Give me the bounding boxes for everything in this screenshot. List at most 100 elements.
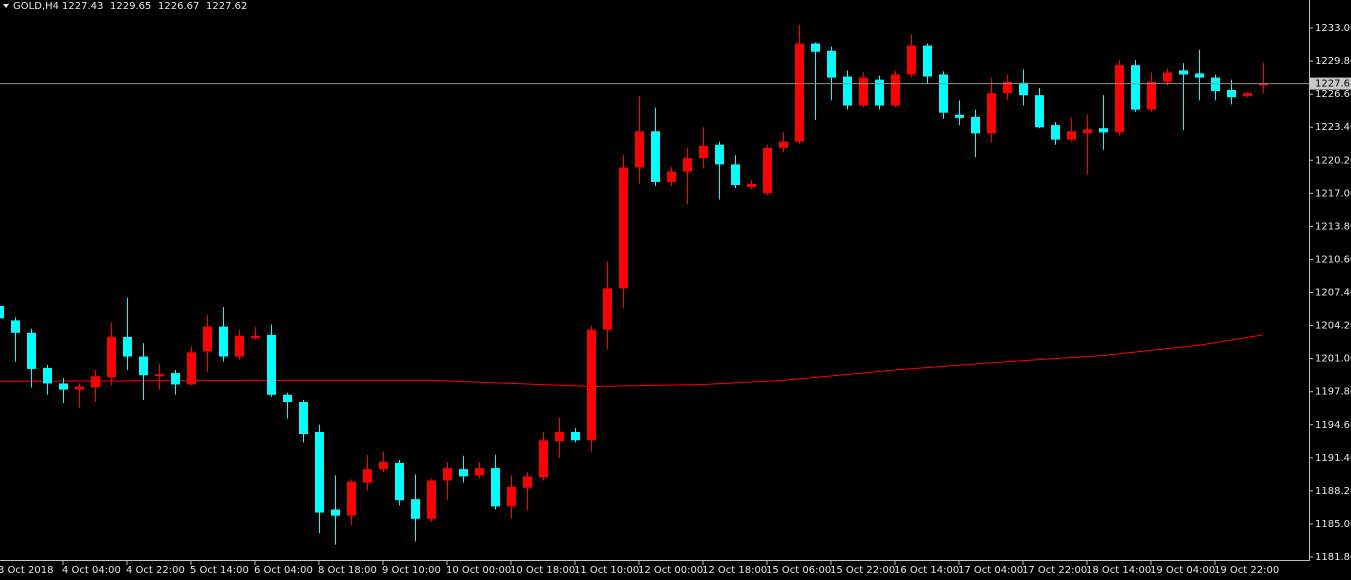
candle-body (1115, 65, 1124, 133)
candle-body (891, 74, 900, 106)
x-tick-label: 12 Oct 18:00 (702, 565, 767, 576)
candle-body (203, 326, 212, 352)
candle-body (779, 141, 788, 148)
candle-body (699, 145, 708, 159)
candle-body (1051, 125, 1060, 140)
x-tick-label: 15 Oct 22:00 (830, 565, 895, 576)
candle-body (763, 147, 772, 194)
candle-body (1003, 81, 1012, 94)
candle-body (603, 288, 612, 330)
candle-body (491, 468, 500, 507)
candle-body (955, 114, 964, 118)
x-tick-label: 4 Oct 22:00 (126, 565, 185, 576)
candle-body (1195, 73, 1204, 78)
current-price-box (1310, 77, 1351, 90)
candle-body (171, 373, 180, 385)
candle-body (0, 305, 4, 319)
candle-body (667, 171, 676, 182)
candle-body (987, 93, 996, 134)
x-tick-label: 4 Oct 04:00 (62, 565, 121, 576)
candle-body (123, 336, 132, 357)
candle-body (187, 352, 196, 385)
candle-body (619, 167, 628, 289)
candle-body (75, 386, 84, 390)
candle-body (1083, 129, 1092, 134)
candle-body (571, 431, 580, 441)
candle-body (635, 131, 644, 168)
candle-body (1019, 82, 1028, 96)
candle-body (299, 402, 308, 435)
x-tick-label: 16 Oct 14:00 (894, 565, 959, 576)
candle-body (1211, 77, 1220, 92)
y-tick-label: 1201.00 (1315, 354, 1351, 365)
candle-body (507, 486, 516, 507)
y-tick-label: 1185.00 (1315, 519, 1351, 530)
moving-average (0, 334, 1264, 388)
candle-body (1163, 72, 1172, 82)
candle-body (251, 335, 260, 338)
header-low: 1226.67 (158, 1, 199, 12)
y-tick-label: 1188.20 (1315, 486, 1351, 497)
x-tick-label: 19 Oct 22:00 (1214, 565, 1279, 576)
candle-body (139, 356, 148, 376)
candle-body (379, 461, 388, 470)
header-open: 1227.43 (62, 1, 103, 12)
candle-body (587, 329, 596, 441)
candle-body (1099, 128, 1108, 133)
x-tick-label: 15 Oct 06:00 (766, 565, 831, 576)
candle-body (459, 469, 468, 477)
candle-body (1243, 93, 1252, 97)
candle-body (219, 326, 228, 357)
candle-body (27, 332, 36, 369)
candle-body (475, 468, 484, 476)
chart-title: GOLD,H4 (13, 1, 59, 12)
candle-body (843, 76, 852, 106)
y-tick-label: 1223.40 (1315, 122, 1351, 133)
y-tick-label: 1181.80 (1315, 552, 1351, 563)
x-tick-label: 10 Oct 18:00 (510, 565, 575, 576)
x-tick-label: 8 Oct 18:00 (318, 565, 377, 576)
header-close: 1227.62 (206, 1, 247, 12)
candle-body (875, 79, 884, 106)
candle-body (1035, 95, 1044, 128)
y-tick-label: 1194.60 (1315, 420, 1351, 431)
y-tick-label: 1217.00 (1315, 188, 1351, 199)
candle-body (347, 481, 356, 516)
x-tick-label: 19 Oct 04:00 (1150, 565, 1215, 576)
candle-body (1227, 89, 1236, 98)
candle-body (427, 480, 436, 519)
candle-body (939, 74, 948, 113)
y-tick-label: 1207.40 (1315, 288, 1351, 299)
candle-body (283, 394, 292, 403)
candle-body (315, 431, 324, 513)
header-high: 1229.65 (110, 1, 151, 12)
y-tick-label: 1213.80 (1315, 221, 1351, 232)
candle-body (1067, 131, 1076, 140)
candle-body (363, 469, 372, 483)
candle-body (411, 499, 420, 519)
candle-body (907, 45, 916, 75)
candle-body (923, 45, 932, 77)
y-tick-label: 1233.00 (1315, 23, 1351, 34)
candle-body (827, 50, 836, 78)
candle-body (747, 184, 756, 188)
candle-body (683, 158, 692, 172)
candle-body (1179, 70, 1188, 75)
candle-body (651, 131, 660, 182)
y-tick-label: 1191.40 (1315, 453, 1351, 464)
candle-body (1131, 65, 1140, 110)
x-tick-label: 10 Oct 00:00 (446, 565, 511, 576)
x-tick-label: 12 Oct 00:00 (638, 565, 703, 576)
candle-body (443, 468, 452, 481)
candle-body (107, 336, 116, 378)
x-tick-label: 6 Oct 04:00 (254, 565, 313, 576)
x-tick-label: 17 Oct 22:00 (1022, 565, 1087, 576)
candle-body (555, 431, 564, 442)
candle-body (43, 367, 52, 384)
candle-body (59, 383, 68, 390)
candle-body (523, 476, 532, 488)
candle-body (715, 144, 724, 165)
